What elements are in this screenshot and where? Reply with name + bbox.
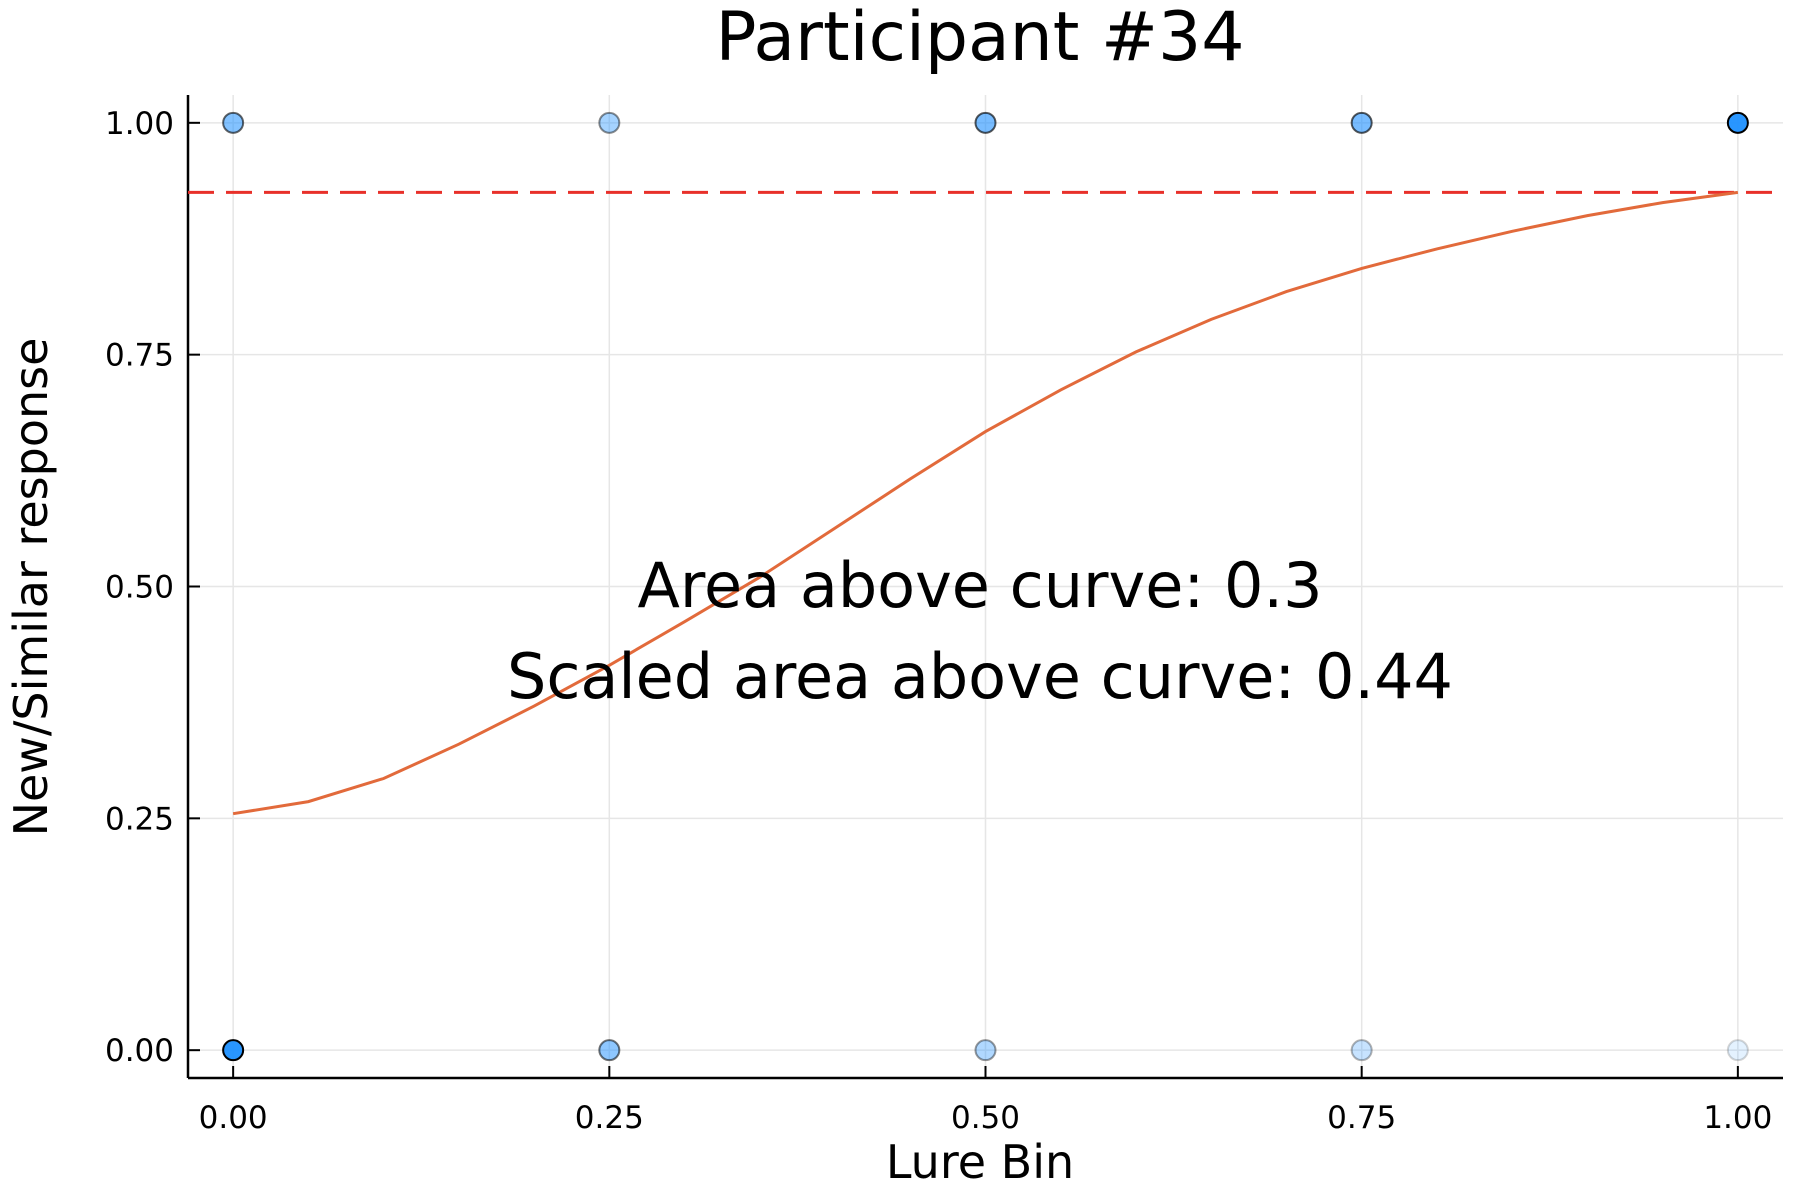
y-tick-label: 0.25 — [105, 801, 174, 837]
y-tick-label: 0.00 — [105, 1033, 174, 1069]
grid — [188, 95, 1783, 1078]
x-tick-label: 0.50 — [951, 1100, 1020, 1136]
annotation-scaled-area: Scaled area above curve: 0.44 — [507, 640, 1453, 713]
data-point — [598, 1039, 621, 1062]
y-tick-label: 0.50 — [105, 570, 174, 606]
x-tick-label: 0.75 — [1327, 1100, 1396, 1136]
y-axis-label: New/Similar response — [4, 338, 58, 837]
fitted-curve — [232, 190, 1739, 816]
y-tick-label: 1.00 — [105, 106, 174, 142]
data-point — [1726, 111, 1749, 134]
data-point — [222, 1039, 245, 1062]
data-point — [1350, 111, 1373, 134]
data-point — [222, 111, 245, 134]
data-point — [1350, 1039, 1373, 1062]
y-tick-label: 0.75 — [105, 338, 174, 374]
data-points — [222, 111, 1749, 1062]
annotation-area: Area above curve: 0.3 — [637, 549, 1322, 622]
ticks: 0.00 0.25 0.50 0.75 1.00 0.00 0.25 0.50 0.75 1.00 — [105, 106, 1772, 1136]
x-tick-label: 0.00 — [199, 1100, 268, 1136]
data-point — [1726, 1039, 1749, 1062]
data-point — [974, 1039, 997, 1062]
x-tick-label: 1.00 — [1703, 1100, 1772, 1136]
series — [188, 190, 1783, 816]
x-axis-label: Lure Bin — [886, 1135, 1074, 1189]
data-point — [598, 111, 621, 134]
data-point — [974, 111, 997, 134]
chart-title: Participant #34 — [715, 0, 1244, 77]
x-tick-label: 0.25 — [575, 1100, 644, 1136]
